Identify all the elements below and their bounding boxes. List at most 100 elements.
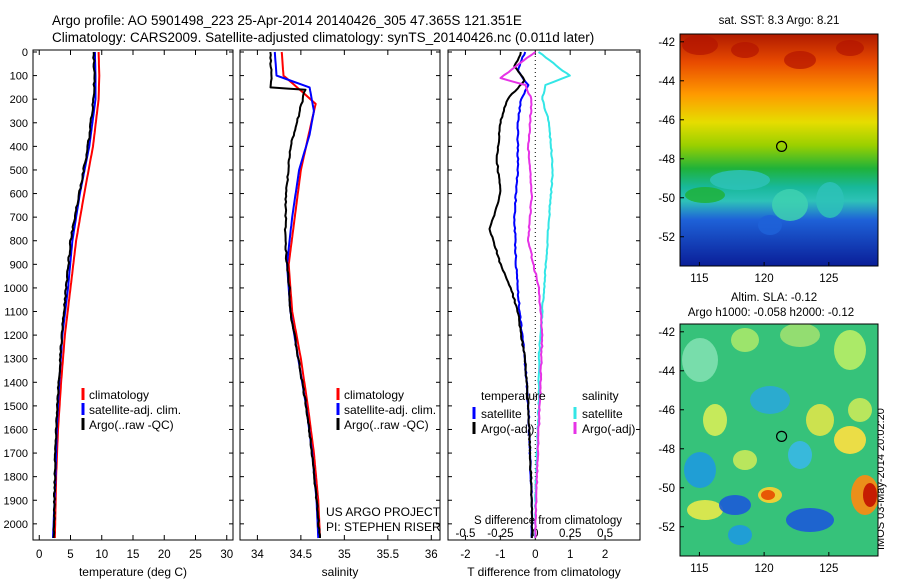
depth-tick-label: 1400 [4,377,28,389]
map-frame [679,33,879,267]
sst-front-patch [772,189,808,221]
temperature-panel: 0 5 10 15 20 25 30 temperature (deg C) climatolo… [32,49,234,579]
map-y-tick-label: -42 [658,327,675,339]
x-tick-label: 35 [338,549,351,561]
map-y-tick-label: -42 [658,37,675,49]
map-x-tick-label: 115 [690,563,708,575]
x-tick-label: 15 [127,549,140,561]
sst-front-patch [816,182,844,218]
sla-anomaly-patch [788,441,812,469]
x-tick-label: 34 [251,549,264,561]
sla-anomaly-patch [682,338,718,382]
sla-anomaly-patch [786,508,834,532]
sst-warm-patch [682,35,718,55]
map-x-tick-label: 120 [755,563,774,575]
x-tick-label: 36 [425,549,438,561]
legend-title-temperature: temperature [481,389,546,403]
sla-anomaly-patch [834,426,866,454]
map-x-tick-label: 120 [755,273,774,285]
legend-title-salinity: salinity [582,389,619,403]
depth-tick-label: 1000 [4,283,28,295]
depth-tick-label: 0 [22,47,28,59]
x-tick-label: -2 [460,549,470,561]
map-y-tick-label: -48 [658,444,675,456]
x-axis-label: T difference from climatology [467,565,621,579]
map-y-tick-label: -44 [658,76,675,88]
sla-anomaly-patch [733,450,757,470]
legend-label: Argo(-adj) [582,422,635,436]
x-tick-label: 0 [532,549,538,561]
depth-tick-label: 1500 [4,401,28,413]
x-axis-label: salinity [322,565,359,579]
sla-anomaly-patch [731,328,759,352]
sst-map: sat. SST: 8.3 Argo: 8.21sat. SST: 8.3 Ar… [658,15,879,285]
map-frame [679,323,879,557]
x-tick-label: 10 [95,549,108,561]
sla-anomaly-patch [806,404,834,436]
map-y-tick-label: -48 [658,154,675,166]
sst-front-patch [710,170,770,190]
map-y-tick-label: -44 [658,366,675,378]
depth-tick-label: 600 [10,189,28,201]
project-annotation: PI: STEPHEN RISER [326,520,441,534]
x-tick-label: 2 [602,549,608,561]
depth-tick-label: 200 [10,94,28,106]
map-x-tick-label: 125 [819,273,838,285]
argo-float-marker [776,430,788,442]
panel-frame [447,49,641,541]
depth-tick-label: 1200 [4,330,28,342]
depth-tick-label: 900 [10,259,28,271]
sla-anomaly-patch [848,398,872,422]
sla-anomaly-patch [780,324,820,347]
sst-warm-patch [784,51,816,69]
x-tick-label: 34.5 [290,549,312,561]
temperature-series-line [52,51,97,539]
depth-tick-label: 1600 [4,424,28,436]
x-tick-label: 0 [36,549,42,561]
sst-map-title: sat. SST: 8.3 Argo: 8.21 [719,15,840,27]
s-diff-axis-label: S difference from climatology [474,515,622,527]
difference-panel: -2 -1 0 1 2 T difference from climatology -0.5… [447,49,641,579]
sla-anomaly-patch [728,525,752,545]
figure-title-line1: Argo profile: AO 5901498_223 25-Apr-2014… [52,13,522,28]
salinity-series-line [269,51,321,538]
depth-tick-label: 2000 [4,519,28,531]
sst-warm-patch [836,40,864,56]
x-tick-label: 1 [567,549,573,561]
x-tick-label: -1 [495,549,505,561]
legend-label: satellite [582,407,623,421]
x-tick-label: 30 [220,549,233,561]
argo-float-marker [776,140,788,152]
temperature-series-line [52,51,96,539]
sst-front-patch [685,187,725,203]
legend-label: Argo(..raw -QC) [344,418,429,432]
s-diff-tick-label: -0.25 [487,528,513,540]
sla-anomaly-patch [761,490,775,500]
sla-anomaly-patch [684,452,716,488]
depth-tick-label: 1300 [4,354,28,366]
s-diff-tick-label: 0.25 [559,528,581,540]
depth-tick-label: 400 [10,141,28,153]
map-x-tick-label: 115 [690,273,708,285]
legend-label: climatology [89,388,149,402]
map-x-tick-label: 125 [819,563,838,575]
depth-tick-label: 100 [10,71,28,83]
x-tick-label: 35.5 [377,549,399,561]
depth-axis: 0 100 200 300 400 500 600 700 800 900 1000 1100 1200… [4,47,28,531]
depth-tick-label: 1100 [4,307,28,319]
panel-frame [32,49,234,541]
sla-map-title-line1: Altim. SLA: -0.12 [731,292,817,304]
sla-map: Altim. SLA: -0.12 Argo h1000: -0.058 h200… [658,292,879,575]
sst-field [680,34,878,266]
depth-tick-label: 300 [10,118,28,130]
project-annotation: US ARGO PROJECT [326,505,441,519]
x-tick-label: 20 [158,549,171,561]
x-tick-label: 25 [189,549,202,561]
sla-anomaly-patch [703,404,727,436]
map-y-tick-label: -46 [658,115,675,127]
map-y-tick-label: -50 [658,483,675,495]
legend-label: climatology [344,388,404,402]
difference-series-line [533,51,571,539]
s-diff-tick-label: 0.5 [597,528,613,540]
